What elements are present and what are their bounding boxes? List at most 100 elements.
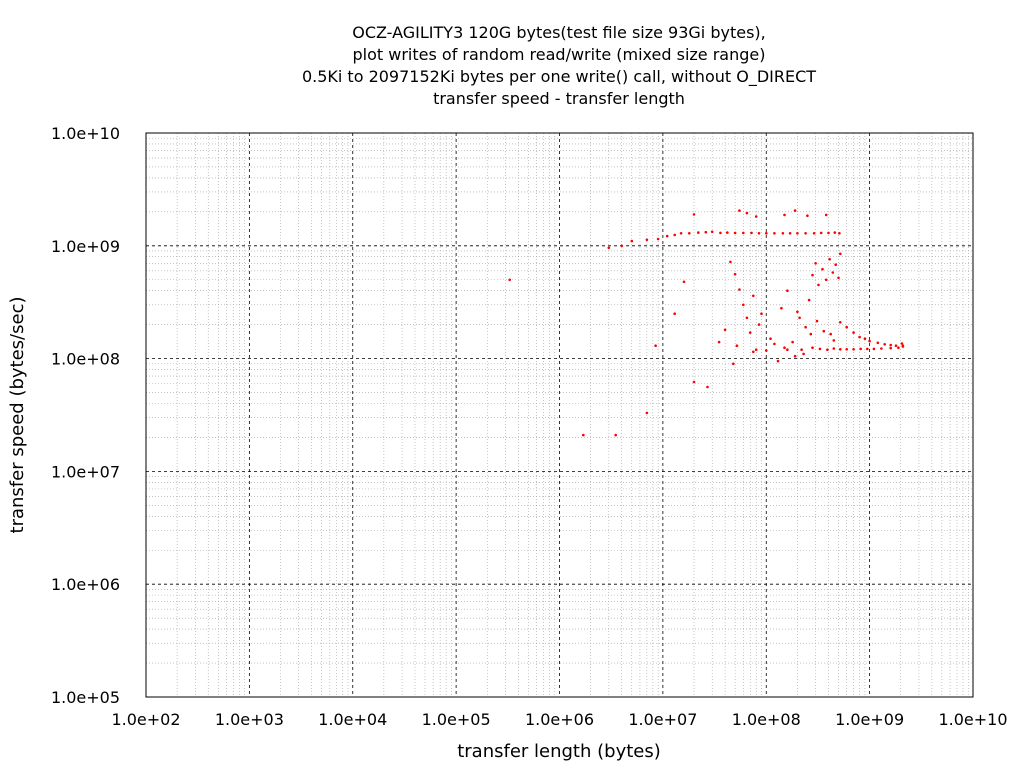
data-point bbox=[704, 230, 708, 234]
data-point bbox=[760, 312, 763, 316]
data-point bbox=[815, 319, 819, 323]
data-point bbox=[838, 232, 841, 235]
data-point bbox=[773, 232, 776, 235]
data-point bbox=[745, 316, 749, 320]
data-point bbox=[732, 362, 735, 366]
data-point bbox=[821, 267, 824, 271]
data-point bbox=[876, 341, 880, 345]
data-point bbox=[804, 232, 807, 235]
data-point bbox=[889, 343, 892, 347]
data-point bbox=[839, 348, 842, 351]
x-tick-label: 1.0e+10 bbox=[938, 710, 1007, 729]
data-point bbox=[692, 213, 696, 216]
y-tick-label: 1.0e+07 bbox=[51, 462, 120, 481]
data-point bbox=[735, 344, 739, 348]
data-point bbox=[765, 232, 768, 235]
data-point bbox=[800, 348, 803, 352]
data-point bbox=[791, 340, 794, 344]
x-axis-label: transfer length (bytes) bbox=[457, 741, 661, 762]
data-point bbox=[654, 344, 657, 348]
data-point bbox=[773, 342, 776, 346]
data-point bbox=[607, 246, 611, 250]
data-point bbox=[757, 323, 761, 326]
data-point bbox=[733, 272, 737, 276]
x-tick-label: 1.0e+04 bbox=[318, 710, 387, 729]
data-point bbox=[897, 346, 900, 350]
data-point bbox=[831, 271, 835, 274]
y-axis-label: transfer speed (bytes/sec) bbox=[7, 297, 28, 534]
data-point bbox=[719, 231, 722, 235]
data-point bbox=[852, 348, 855, 351]
data-point bbox=[859, 347, 862, 351]
data-point bbox=[812, 232, 816, 235]
data-point bbox=[717, 340, 721, 344]
data-point bbox=[826, 348, 829, 352]
data-point bbox=[710, 230, 714, 234]
data-point bbox=[811, 346, 814, 350]
data-point bbox=[807, 298, 811, 302]
data-point bbox=[832, 347, 836, 350]
data-point bbox=[872, 347, 876, 351]
data-point bbox=[796, 310, 799, 314]
data-point bbox=[804, 325, 807, 329]
data-point bbox=[748, 331, 752, 334]
data-point bbox=[682, 280, 686, 284]
data-point bbox=[783, 213, 786, 217]
x-tick-label: 1.0e+05 bbox=[422, 710, 491, 729]
data-point bbox=[765, 349, 768, 352]
data-point bbox=[793, 209, 797, 212]
plot-frame bbox=[145, 132, 974, 698]
data-point bbox=[786, 348, 789, 352]
x-tick-label: 1.0e+06 bbox=[525, 710, 594, 729]
grid-major bbox=[145, 132, 974, 698]
y-tick-label: 1.0e+10 bbox=[51, 124, 120, 143]
x-tick-label: 1.0e+08 bbox=[732, 710, 801, 729]
data-point bbox=[814, 262, 817, 265]
chart-title: OCZ-AGILITY3 120G bytes(test file size 9… bbox=[302, 23, 816, 108]
y-tick-label: 1.0e+09 bbox=[51, 237, 120, 256]
data-point bbox=[738, 288, 741, 291]
data-point bbox=[798, 316, 801, 320]
data-point bbox=[845, 348, 848, 351]
data-point bbox=[645, 411, 649, 415]
data-point bbox=[738, 209, 741, 212]
data-point bbox=[786, 289, 789, 293]
data-point bbox=[819, 231, 823, 235]
data-point bbox=[817, 283, 820, 287]
data-point bbox=[839, 252, 842, 256]
data-point bbox=[733, 231, 737, 235]
data-point bbox=[752, 350, 755, 354]
data-point bbox=[679, 232, 683, 235]
title-line-2: plot writes of random read/write (mixed … bbox=[353, 45, 766, 64]
data-point bbox=[742, 231, 745, 235]
data-point bbox=[806, 214, 809, 217]
data-point bbox=[781, 232, 785, 235]
data-point bbox=[688, 232, 691, 235]
data-point bbox=[802, 352, 805, 356]
data-point bbox=[752, 294, 755, 298]
data-point bbox=[783, 346, 786, 350]
data-point bbox=[723, 328, 727, 332]
data-point bbox=[868, 339, 871, 343]
y-tick-labels: 1.0e+05 1.0e+06 1.0e+07 1.0e+08 1.0e+09 1.0e+… bbox=[51, 124, 120, 707]
data-point bbox=[809, 332, 813, 336]
data-point bbox=[839, 321, 842, 324]
data-point bbox=[832, 339, 836, 342]
data-point bbox=[822, 329, 826, 333]
data-point bbox=[824, 278, 828, 282]
data-point bbox=[726, 231, 729, 234]
y-tick-label: 1.0e+08 bbox=[51, 350, 120, 369]
data-points bbox=[508, 209, 905, 437]
data-point bbox=[776, 359, 780, 363]
data-point bbox=[834, 263, 837, 267]
data-point bbox=[796, 232, 799, 235]
x-tick-label: 1.0e+09 bbox=[835, 710, 904, 729]
data-point bbox=[645, 238, 649, 242]
grid-minor bbox=[146, 133, 973, 697]
y-tick-label: 1.0e+05 bbox=[51, 688, 120, 707]
data-point bbox=[828, 257, 831, 261]
data-point bbox=[656, 237, 660, 241]
data-point bbox=[833, 231, 837, 234]
data-point bbox=[880, 347, 883, 350]
